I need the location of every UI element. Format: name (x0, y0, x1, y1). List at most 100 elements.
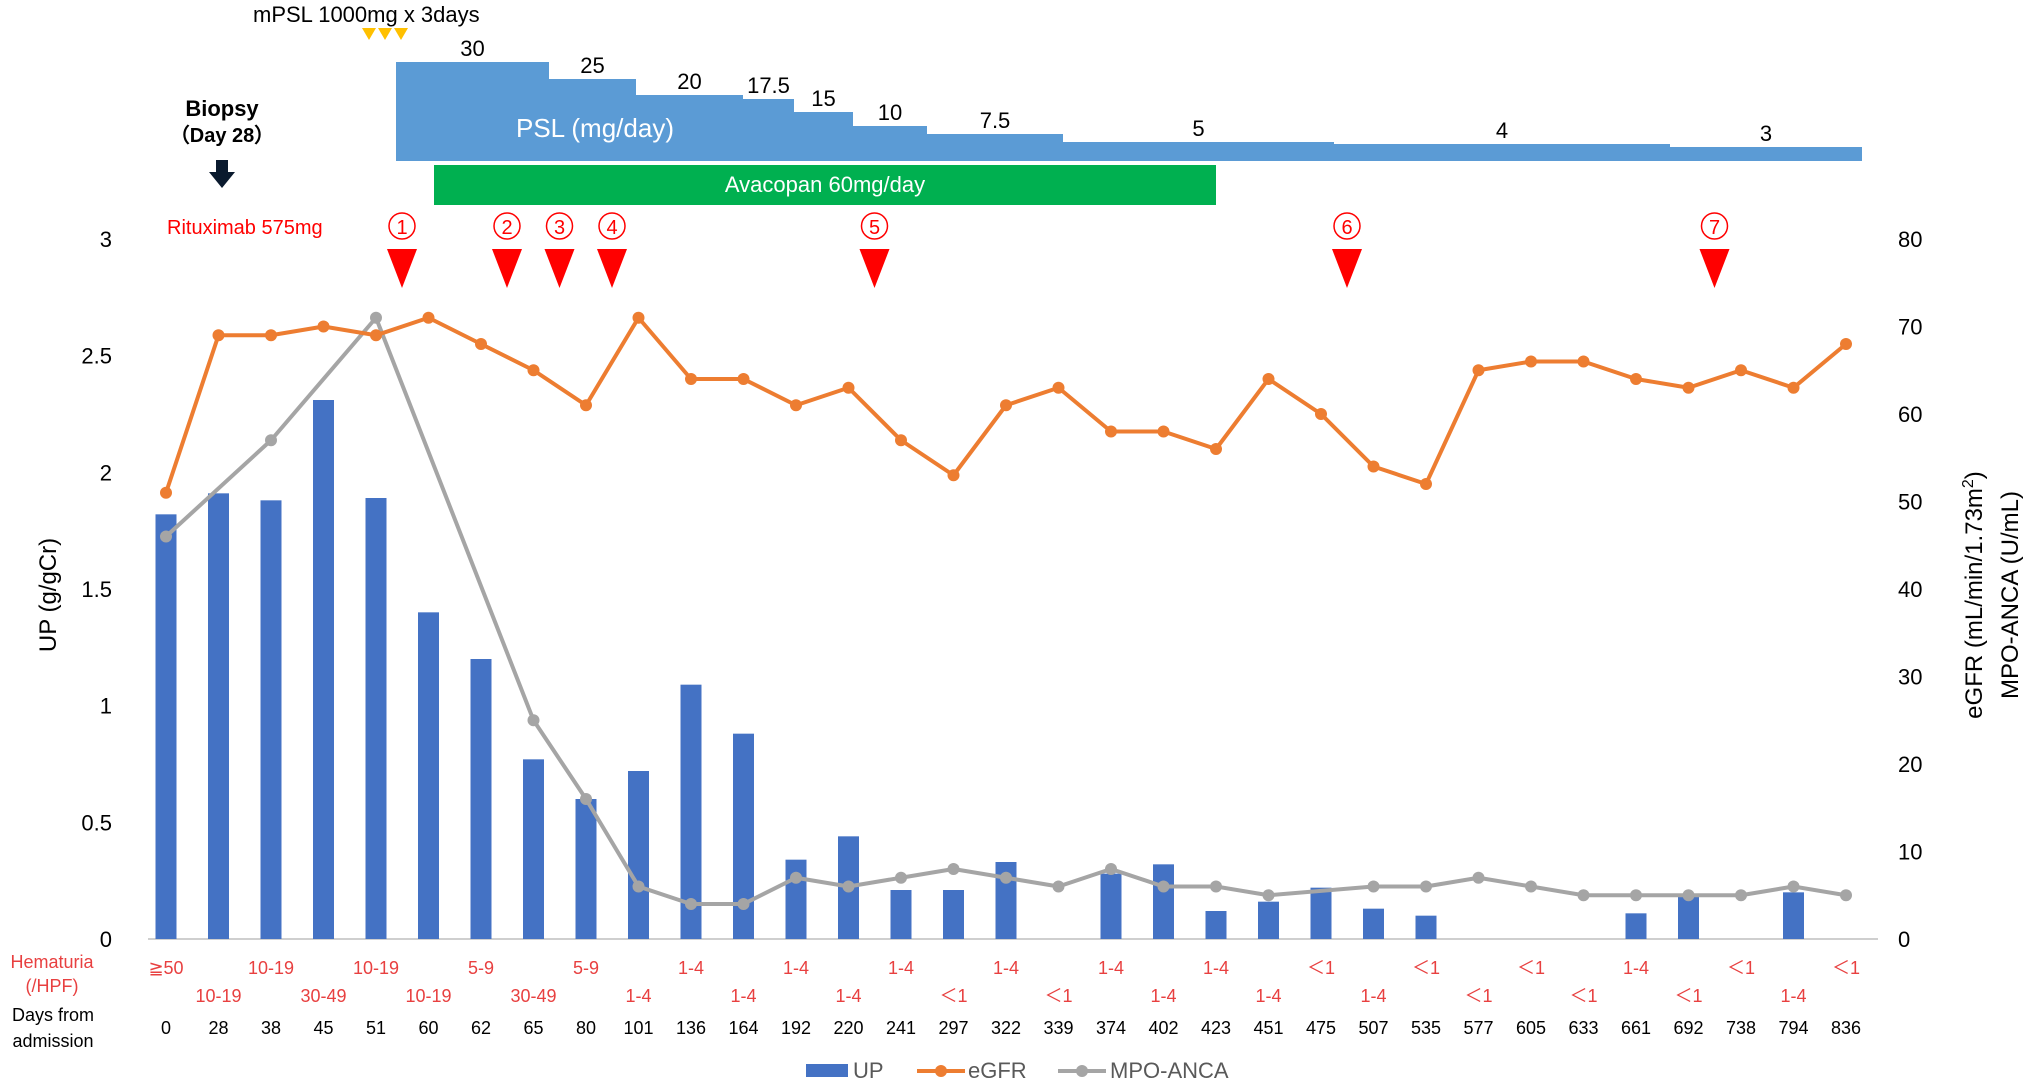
hematuria-value: 1-4 (835, 986, 861, 1006)
up-bar (313, 400, 334, 939)
egfr-point (1052, 381, 1065, 394)
hematuria-value: 1-4 (1203, 958, 1229, 978)
avacopan-bar (434, 165, 1216, 205)
legend-up-swatch (806, 1064, 848, 1077)
hematuria-value: 1-4 (730, 986, 756, 1006)
right-tick-label: 20 (1898, 752, 1922, 777)
egfr-point (1682, 381, 1695, 394)
mpo-anca-point (160, 530, 172, 543)
mpo-anca-point (895, 871, 907, 884)
hematuria-value: ＜1 (1832, 958, 1860, 978)
psl-dose-label: 20 (677, 69, 701, 94)
hematuria-row-unit: (/HPF) (26, 976, 79, 996)
right-axis-label-egfr-sup: 2 (1960, 479, 1977, 488)
left-axis-label: UP (g/gCr) (35, 538, 62, 652)
rituximab-number: 6 (1341, 217, 1352, 239)
mpo-anca-point (265, 434, 277, 447)
rituximab-dose-icon (544, 249, 575, 288)
day-value: 692 (1673, 1018, 1703, 1038)
day-value: 507 (1358, 1018, 1388, 1038)
day-value: 241 (886, 1018, 916, 1038)
rituximab-number-circle (493, 212, 521, 240)
day-value: 45 (313, 1018, 333, 1038)
mpo-anca-point (1525, 880, 1537, 893)
rituximab-number: 2 (501, 217, 512, 239)
hematuria-value: 10-19 (353, 958, 399, 978)
x-axis-table: Hematuria (/HPF) Days from admission ≧50… (10, 952, 1861, 1051)
day-value: 65 (523, 1018, 543, 1038)
egfr-series (160, 311, 1852, 499)
rituximab-number: 5 (869, 217, 880, 239)
left-tick-label: 2.5 (81, 344, 112, 369)
rituximab-number: 7 (1709, 217, 1720, 239)
egfr-point (737, 373, 750, 385)
up-bar (575, 799, 597, 939)
day-value: 38 (261, 1018, 281, 1038)
mpsl-marker-icon (362, 28, 376, 40)
up-bar (1415, 915, 1437, 939)
right-axis-label-egfr-main: eGFR (mL/min/1.73m (1961, 488, 1988, 719)
day-value: 738 (1726, 1018, 1756, 1038)
egfr-point (1105, 425, 1117, 438)
hematuria-value: ＜1 (1464, 986, 1492, 1006)
mpo-anca-point (1052, 880, 1065, 893)
mpo-anca-point (1420, 880, 1432, 893)
rituximab-dose-icon (597, 249, 627, 288)
biopsy-arrow-icon (209, 160, 235, 188)
hematuria-value: ≧50 (148, 958, 183, 978)
egfr-point (422, 311, 435, 324)
day-value: 374 (1096, 1018, 1126, 1038)
psl-dose-label: 7.5 (980, 108, 1011, 133)
mpo-anca-point (947, 863, 960, 875)
day-cells: 0 28 38 45 51 60 62 65 80 101 136 164 192 220 241 297 32… (161, 1018, 1861, 1038)
mpo-anca-point (1472, 871, 1485, 884)
egfr-point (1630, 373, 1642, 385)
day-value: 794 (1778, 1018, 1808, 1038)
left-tick-label: 1 (100, 694, 112, 719)
up-bar (1363, 908, 1384, 939)
psl-step (743, 99, 794, 161)
hematuria-value: ＜1 (1727, 958, 1755, 978)
mpo-anca-line (164, 315, 1847, 906)
up-bar (995, 862, 1017, 939)
egfr-point (265, 329, 277, 342)
hematuria-value: 1-4 (625, 986, 651, 1006)
hematuria-value: ＜1 (1044, 986, 1072, 1006)
day-value: 661 (1621, 1018, 1651, 1038)
psl-dose-label: 5 (1192, 116, 1204, 141)
rituximab-dose-icon (492, 249, 522, 288)
day-value: 577 (1463, 1018, 1493, 1038)
up-bar (260, 500, 282, 939)
egfr-point (1157, 425, 1170, 438)
right-axis-label-anca: MPO-ANCA (U/mL) (1997, 491, 2024, 699)
up-bar (470, 659, 492, 939)
psl-step (1063, 142, 1334, 161)
egfr-point (1787, 381, 1800, 394)
rituximab-number: 1 (396, 217, 407, 239)
egfr-point (475, 338, 487, 350)
psl-dose-label: 4 (1496, 118, 1508, 143)
day-value: 836 (1831, 1018, 1861, 1038)
day-value: 51 (366, 1018, 386, 1038)
mpo-anca-point (580, 793, 592, 805)
hematuria-value: 1-4 (1150, 986, 1176, 1006)
psl-step (549, 79, 636, 161)
rituximab-label: Rituximab 575mg (167, 217, 323, 239)
psl-dose-label: 15 (811, 86, 835, 111)
legend-anca-label: MPO-ANCA (1110, 1058, 1229, 1081)
egfr-point (1262, 373, 1275, 385)
legend: UP eGFR MPO-ANCA (806, 1058, 1229, 1081)
psl-label: PSL (mg/day) (516, 113, 674, 143)
up-bar (628, 771, 649, 939)
right-axis-ticks: 0 10 20 30 40 50 60 70 80 (1898, 227, 1922, 952)
up-bars (155, 400, 1804, 939)
up-bar (943, 890, 964, 939)
hematuria-value: ＜1 (1674, 986, 1702, 1006)
hematuria-value: 1-4 (1360, 986, 1386, 1006)
egfr-point (947, 469, 960, 482)
rituximab-number-circle (388, 212, 416, 240)
hematuria-value: 5-9 (468, 958, 494, 978)
rituximab-number: 4 (606, 217, 617, 239)
day-value: 164 (728, 1018, 758, 1038)
hematuria-value: ＜1 (1412, 958, 1440, 978)
